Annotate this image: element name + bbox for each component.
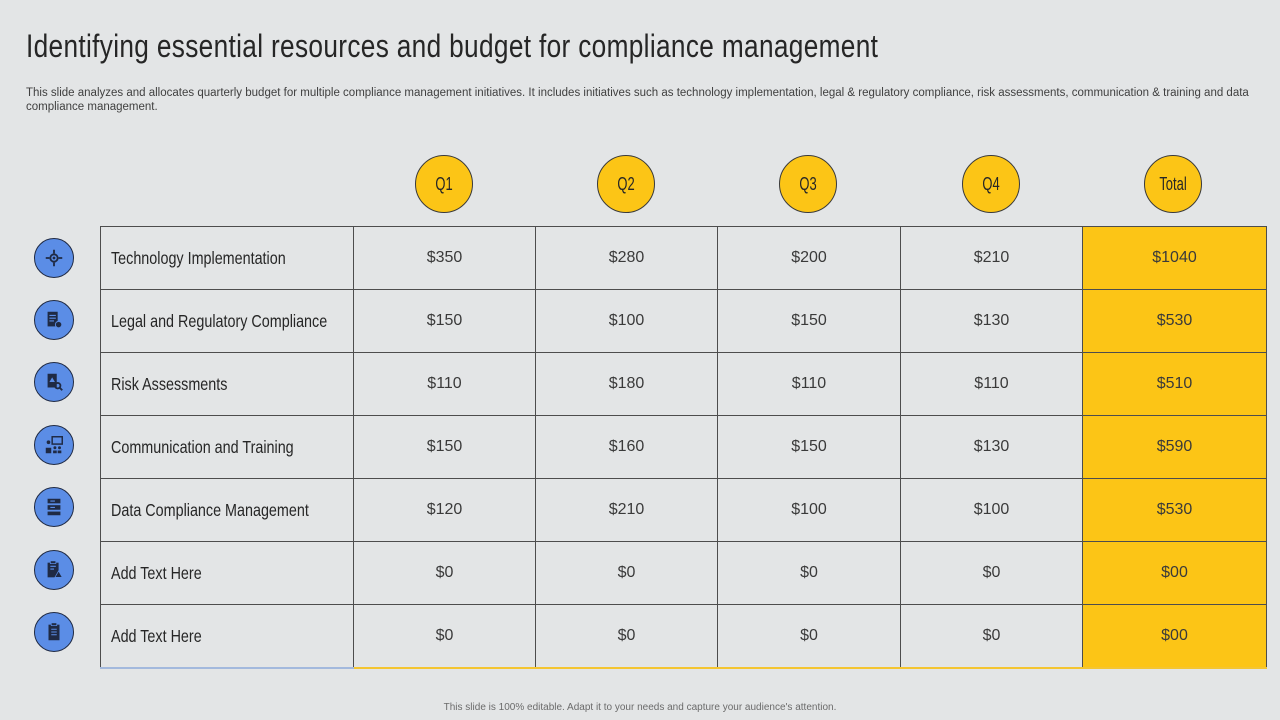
cell-q3: $0 bbox=[717, 604, 901, 669]
cell-q2: $280 bbox=[535, 226, 718, 290]
cell-q1: $120 bbox=[353, 478, 536, 542]
cell-q4: $100 bbox=[900, 478, 1083, 542]
row-label: Risk Assessments bbox=[100, 352, 354, 416]
cell-total: $510 bbox=[1082, 352, 1267, 416]
cell-q1: $150 bbox=[353, 289, 536, 353]
cell-q3: $150 bbox=[717, 415, 901, 479]
table-row: Communication and Training $150 $160 $15… bbox=[100, 415, 1267, 479]
cell-total: $530 bbox=[1082, 289, 1267, 353]
row-label: Add Text Here bbox=[100, 604, 354, 669]
cell-q2: $160 bbox=[535, 415, 718, 479]
row-label: Data Compliance Management bbox=[100, 478, 354, 542]
cell-q4: $110 bbox=[900, 352, 1083, 416]
training-presentation-icon bbox=[34, 425, 74, 465]
cell-q3: $200 bbox=[717, 226, 901, 290]
cell-total: $1040 bbox=[1082, 226, 1267, 290]
warning-clipboard-icon bbox=[34, 550, 74, 590]
table-row: Add Text Here $0 $0 $0 $0 $00 bbox=[100, 541, 1267, 605]
cell-q3: $110 bbox=[717, 352, 901, 416]
cell-q4: $130 bbox=[900, 415, 1083, 479]
rocket-gear-icon bbox=[34, 238, 74, 278]
cell-total: $590 bbox=[1082, 415, 1267, 479]
clipboard-icon bbox=[34, 612, 74, 652]
cell-q4: $0 bbox=[900, 541, 1083, 605]
cell-q1: $150 bbox=[353, 415, 536, 479]
cell-q1: $350 bbox=[353, 226, 536, 290]
cell-q4: $210 bbox=[900, 226, 1083, 290]
cell-q3: $0 bbox=[717, 541, 901, 605]
cell-total: $00 bbox=[1082, 541, 1267, 605]
cell-total: $00 bbox=[1082, 604, 1267, 669]
cell-q2: $0 bbox=[535, 604, 718, 669]
cell-q2: $0 bbox=[535, 541, 718, 605]
column-header-q4: Q4 bbox=[962, 155, 1020, 213]
cell-q2: $100 bbox=[535, 289, 718, 353]
risk-search-icon bbox=[34, 362, 74, 402]
table-row: Technology Implementation $350 $280 $200… bbox=[100, 226, 1267, 290]
cell-q2: $180 bbox=[535, 352, 718, 416]
column-header-q1: Q1 bbox=[415, 155, 473, 213]
cell-q4: $0 bbox=[900, 604, 1083, 669]
footer-note: This slide is 100% editable. Adapt it to… bbox=[443, 702, 837, 713]
page-title: Identifying essential resources and budg… bbox=[26, 28, 879, 64]
row-label: Communication and Training bbox=[100, 415, 354, 479]
column-header-q3: Q3 bbox=[779, 155, 837, 213]
row-label: Technology Implementation bbox=[100, 226, 354, 290]
cell-total: $530 bbox=[1082, 478, 1267, 542]
cell-q1: $0 bbox=[353, 604, 536, 669]
data-server-icon bbox=[34, 487, 74, 527]
table-row: Risk Assessments $110 $180 $110 $110 $51… bbox=[100, 352, 1267, 416]
budget-table: Technology Implementation $350 $280 $200… bbox=[100, 226, 1267, 669]
cell-q4: $130 bbox=[900, 289, 1083, 353]
table-row: Data Compliance Management $120 $210 $10… bbox=[100, 478, 1267, 542]
row-label: Add Text Here bbox=[100, 541, 354, 605]
row-label: Legal and Regulatory Compliance bbox=[100, 289, 354, 353]
column-header-total: Total bbox=[1144, 155, 1202, 213]
cell-q2: $210 bbox=[535, 478, 718, 542]
cell-q3: $100 bbox=[717, 478, 901, 542]
legal-document-icon bbox=[34, 300, 74, 340]
page-subtitle: This slide analyzes and allocates quarte… bbox=[26, 87, 1249, 113]
cell-q1: $0 bbox=[353, 541, 536, 605]
column-header-q2: Q2 bbox=[597, 155, 655, 213]
table-row: Legal and Regulatory Compliance $150 $10… bbox=[100, 289, 1267, 353]
table-row: Add Text Here $0 $0 $0 $0 $00 bbox=[100, 604, 1267, 669]
cell-q1: $110 bbox=[353, 352, 536, 416]
cell-q3: $150 bbox=[717, 289, 901, 353]
